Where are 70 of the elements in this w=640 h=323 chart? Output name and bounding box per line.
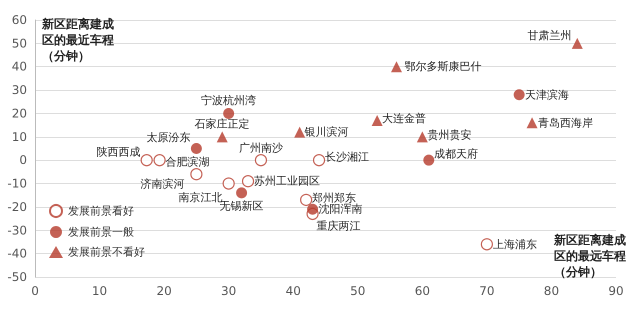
y-tick-label: 20 [12, 106, 27, 120]
point [190, 143, 202, 154]
x-tick-label: 30 [221, 284, 236, 298]
x-tick-label: 40 [286, 284, 301, 298]
point [216, 131, 228, 142]
annotation: 长沙湘江 [325, 150, 370, 164]
y-tick-label: -10 [7, 176, 27, 191]
point [312, 154, 326, 166]
y-axis-title: 新区距离建成区的最近车程（分钟） [41, 17, 114, 63]
y-tick-label: -40 [7, 246, 27, 261]
y-tick-label: 0 [19, 153, 27, 168]
point [300, 194, 312, 206]
point [236, 187, 248, 198]
x-tick-label: 60 [414, 284, 430, 298]
x-tick-label: 20 [156, 284, 172, 298]
annotation: 沈阳浑南 [318, 202, 363, 216]
y-tick-label: -50 [7, 270, 27, 284]
annotation: 上海浦东 [492, 238, 537, 251]
point [526, 117, 538, 128]
point [242, 175, 254, 188]
annotation: 济南滨河 [140, 178, 184, 191]
annotation: 鄂尔多斯康巴什 [404, 60, 482, 74]
y-tick-label: 60 [12, 13, 27, 27]
point [223, 108, 234, 119]
y-tick-label: 30 [12, 83, 27, 98]
point [307, 204, 318, 215]
annotation: 成都天府 [434, 148, 478, 161]
x-tick-label: 10 [92, 284, 108, 298]
y-tick-label: 40 [12, 60, 27, 74]
x-tick-label: 70 [479, 284, 495, 298]
annotation: 天津滨海 [525, 88, 570, 102]
point [140, 154, 153, 166]
point [416, 131, 428, 142]
y-tick-label: 50 [12, 36, 27, 50]
legend-label: 发展前景看好 [68, 204, 134, 218]
annotation: 宁波杭州湾 [201, 94, 256, 107]
annotation: 苏州工业园区 [254, 174, 320, 188]
y-tick-label: -20 [7, 200, 27, 214]
annotation: 重庆两江 [316, 219, 361, 232]
point [254, 154, 268, 166]
y-tick-label: -30 [7, 223, 27, 238]
point [480, 238, 493, 250]
annotation: 合肥滨湖 [166, 156, 210, 169]
point [514, 89, 525, 100]
annotation: 太原汾东 [146, 131, 190, 144]
annotation: 甘肃兰州 [527, 28, 572, 42]
annotation: 陕西西成 [96, 146, 141, 159]
x-tick-label: 0 [31, 284, 39, 298]
point [423, 154, 434, 166]
annotation: 郑州郑东 [312, 191, 356, 204]
legend-label: 发展前景不看好 [68, 246, 145, 258]
annotation: 银川滨河 [304, 126, 349, 139]
point [372, 114, 383, 126]
x-tick-label: 50 [350, 284, 366, 298]
point [391, 61, 402, 72]
annotation: 大连金普 [382, 112, 426, 125]
annotation: 贵州贵安 [427, 128, 472, 142]
legend-label: 发展前景一般 [68, 226, 134, 238]
annotation: 石家庄正定 [194, 117, 250, 130]
x-tick-label: 80 [544, 284, 560, 298]
annotation: 青岛西海岸 [538, 116, 594, 130]
point [294, 126, 306, 138]
point [572, 38, 583, 49]
point [190, 168, 202, 180]
x-axis-title: 新区距离建成区的最远车程（分钟） [553, 233, 626, 279]
point [222, 177, 235, 190]
y-tick-label: 10 [12, 130, 27, 144]
annotation: 广州南沙 [238, 142, 283, 155]
point [154, 154, 166, 166]
x-tick-label: 90 [608, 284, 624, 298]
